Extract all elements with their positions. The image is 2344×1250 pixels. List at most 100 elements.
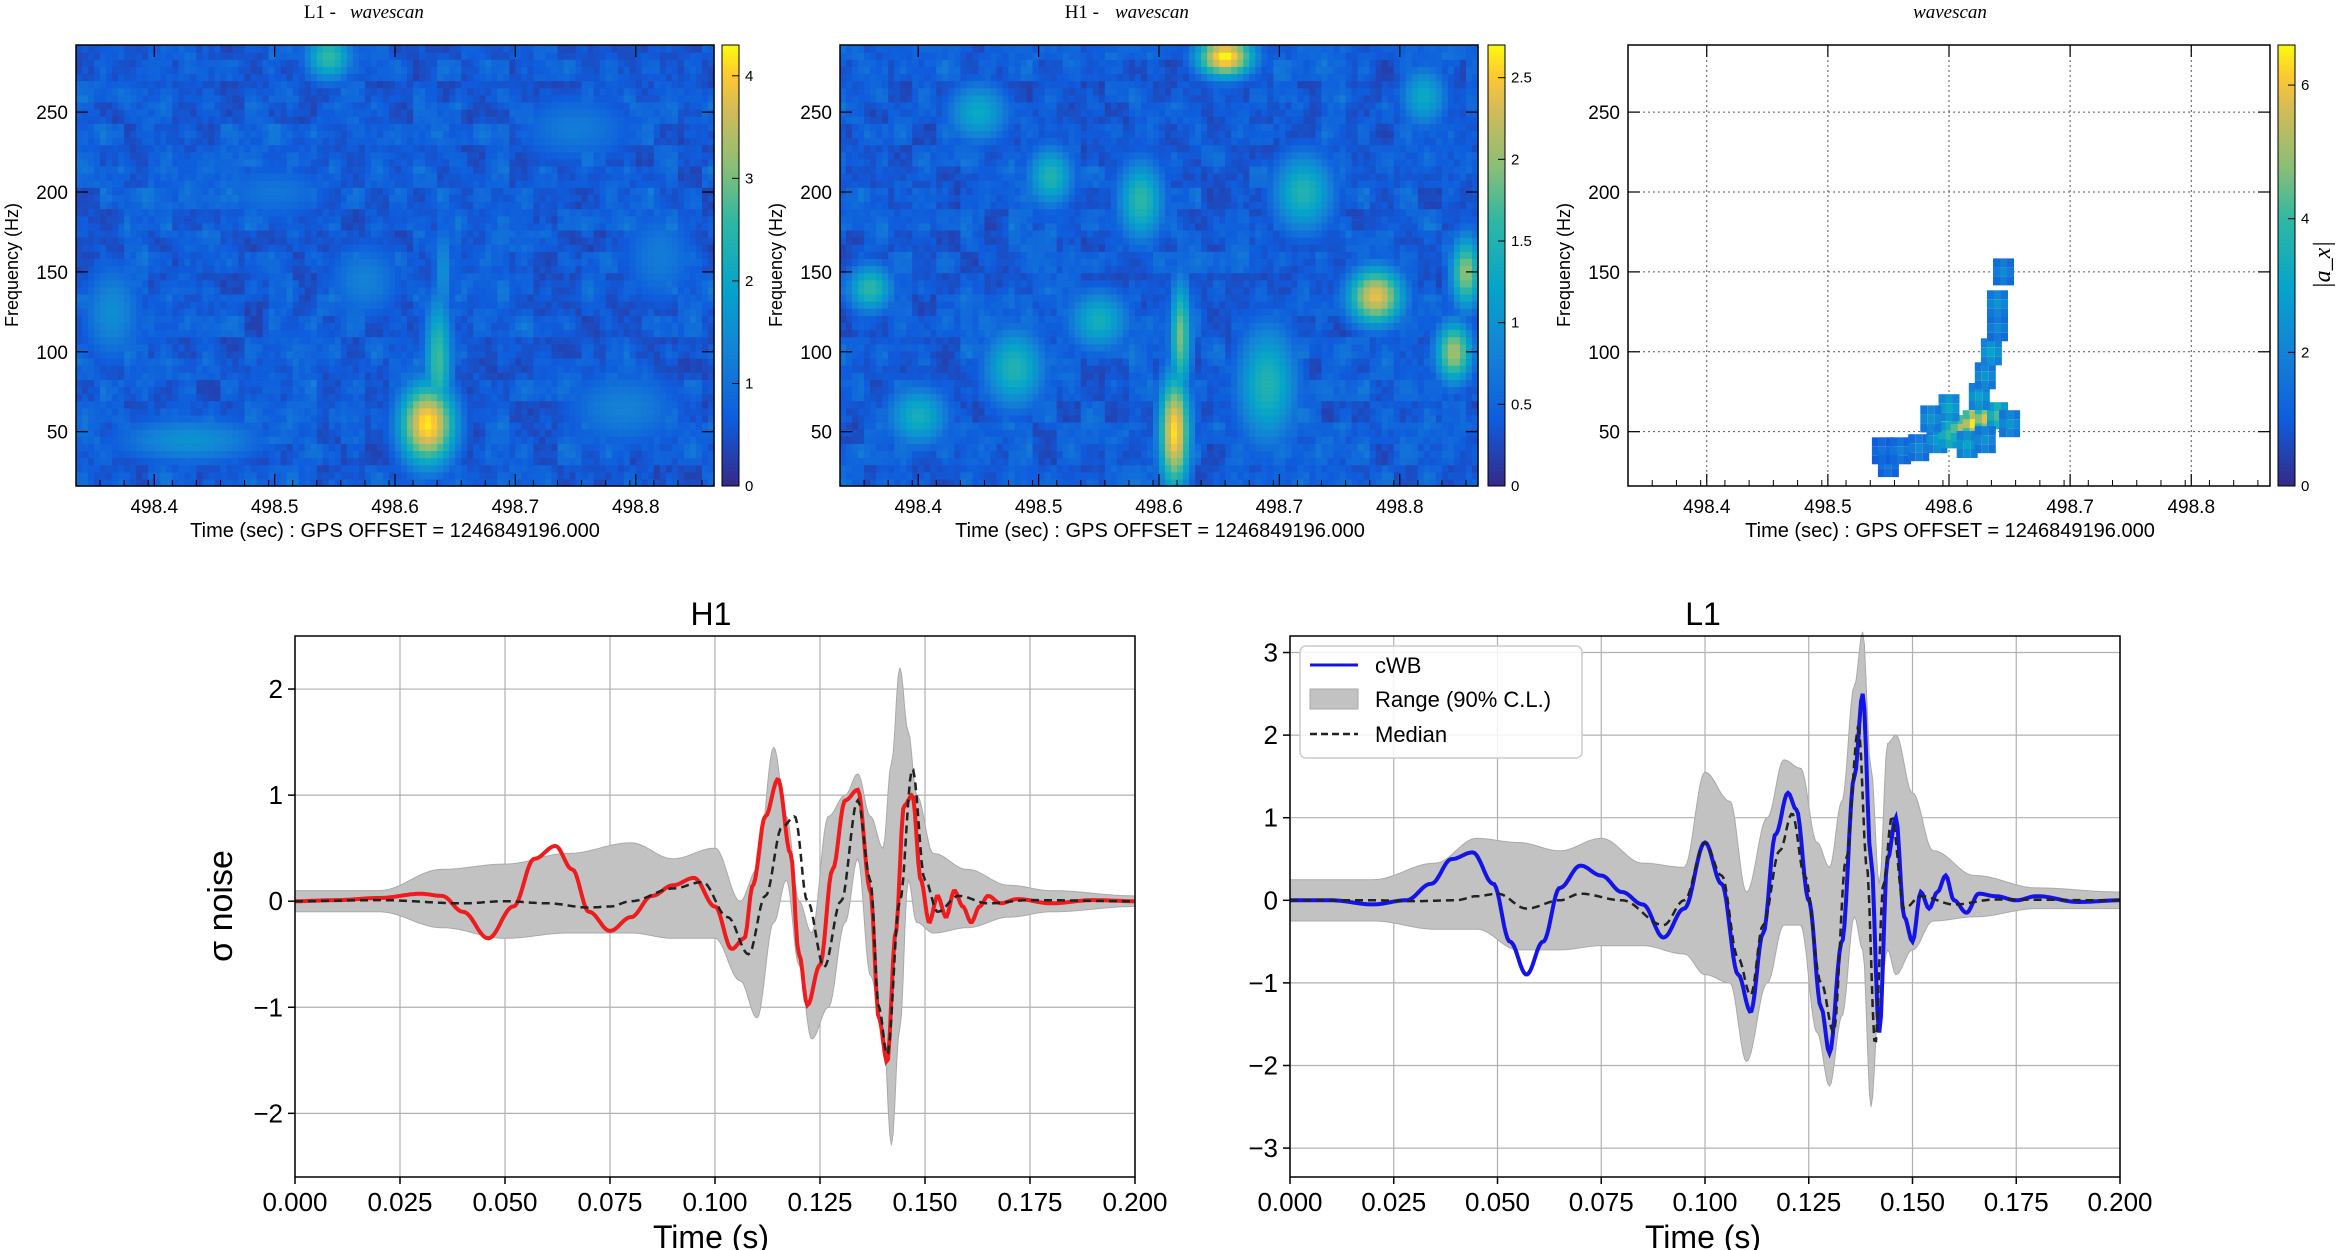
heatmap-cell [352,251,360,259]
heatmap-cell [328,94,336,103]
heatmap-cell [160,393,167,402]
heatmap-cell [184,471,191,480]
heatmap-cell [76,301,83,309]
heatmap-cell [533,414,541,423]
heatmap-cell [238,101,246,110]
heatmap-cell [196,116,203,124]
heatmap-cell [352,80,360,89]
heatmap-cell [202,229,210,238]
heatmap-cell [304,372,312,380]
heatmap-cell [280,144,288,153]
heatmap-cell [136,180,143,188]
heatmap-cell [340,137,348,146]
heatmap-cell [431,94,438,103]
heatmap-cell [334,151,342,160]
heatmap-cell [382,258,390,267]
heatmap-cell [479,336,486,345]
heatmap-cell [292,258,300,267]
heatmap-cell [539,237,547,245]
heatmap-cell [226,201,234,210]
heatmap-cell [467,237,474,245]
heatmap-cell [244,73,252,82]
heatmap-cell [545,151,553,160]
heatmap-cell [274,137,282,146]
heatmap-cell [292,443,300,452]
heatmap-cell [449,258,456,267]
heatmap-cell [413,407,420,416]
heatmap-cell [551,123,559,131]
heatmap-cell [130,173,137,181]
heatmap-cell [509,137,516,146]
heatmap-cell [256,123,264,131]
heatmap-cell [244,443,252,452]
heatmap-cell [449,336,456,345]
heatmap-cell [88,180,95,188]
heatmap-cell [292,215,300,224]
heatmap-cell [316,478,324,487]
heatmap-cell [382,109,390,117]
heatmap-cell [130,357,137,366]
heatmap-cell [340,343,348,352]
heatmap-cell [443,116,450,124]
heatmap-cell [148,379,155,388]
heatmap-cell [238,180,246,188]
heatmap-cell [545,244,553,252]
heatmap-cell [358,265,366,274]
heatmap-cell [491,372,498,380]
heatmap-cell [124,173,131,181]
heatmap-cell [280,357,288,366]
heatmap-cell [455,215,462,224]
heatmap-cell [106,301,113,309]
heatmap-cell [250,101,258,110]
heatmap-cell [232,457,240,466]
heatmap-cell [226,101,234,110]
heatmap-cell [491,286,498,295]
heatmap-cell [449,429,456,437]
heatmap-cell [395,443,402,452]
heatmap-cell [443,144,450,153]
heatmap-cell [419,308,426,316]
heatmap-cell [130,365,137,373]
heatmap-cell [545,116,553,124]
heatmap-cell [515,73,522,82]
heatmap-cell [461,59,468,67]
heatmap-cell [232,400,240,409]
heatmap-cell [262,237,270,245]
heatmap-cell [154,45,161,53]
heatmap-cell [473,329,480,338]
heatmap-cell [82,343,89,352]
heatmap-cell [479,436,486,444]
heatmap-cell [274,66,282,75]
heatmap-cell [491,251,498,259]
heatmap-cell [190,165,197,174]
heatmap-cell [274,329,282,338]
heatmap-cell [340,414,348,423]
heatmap-cell [106,87,113,96]
heatmap-cell [401,293,408,302]
heatmap-cell [461,336,468,345]
heatmap-cell [136,45,143,53]
heatmap-cell [202,478,210,487]
heatmap-cell [497,329,504,338]
heatmap-cell [545,421,553,430]
heatmap-cell [431,158,438,167]
heatmap-cell [521,73,529,82]
heatmap-cell [94,87,101,96]
heatmap-cell [413,478,420,487]
heatmap-cell [190,286,197,295]
heatmap-cell [136,450,143,459]
heatmap-cell [425,265,432,274]
heatmap-cell [262,52,270,60]
heatmap-cell [388,386,396,395]
heatmap-cell [316,414,324,423]
heatmap-cell [214,66,222,75]
heatmap-cell [184,144,191,153]
heatmap-cell [497,244,504,252]
heatmap-cell [358,365,366,373]
heatmap-cell [244,308,252,316]
heatmap-cell [527,457,535,466]
heatmap-cell [503,151,510,160]
heatmap-cell [280,315,288,323]
heatmap-cell [346,215,354,224]
heatmap-cell [118,457,125,466]
